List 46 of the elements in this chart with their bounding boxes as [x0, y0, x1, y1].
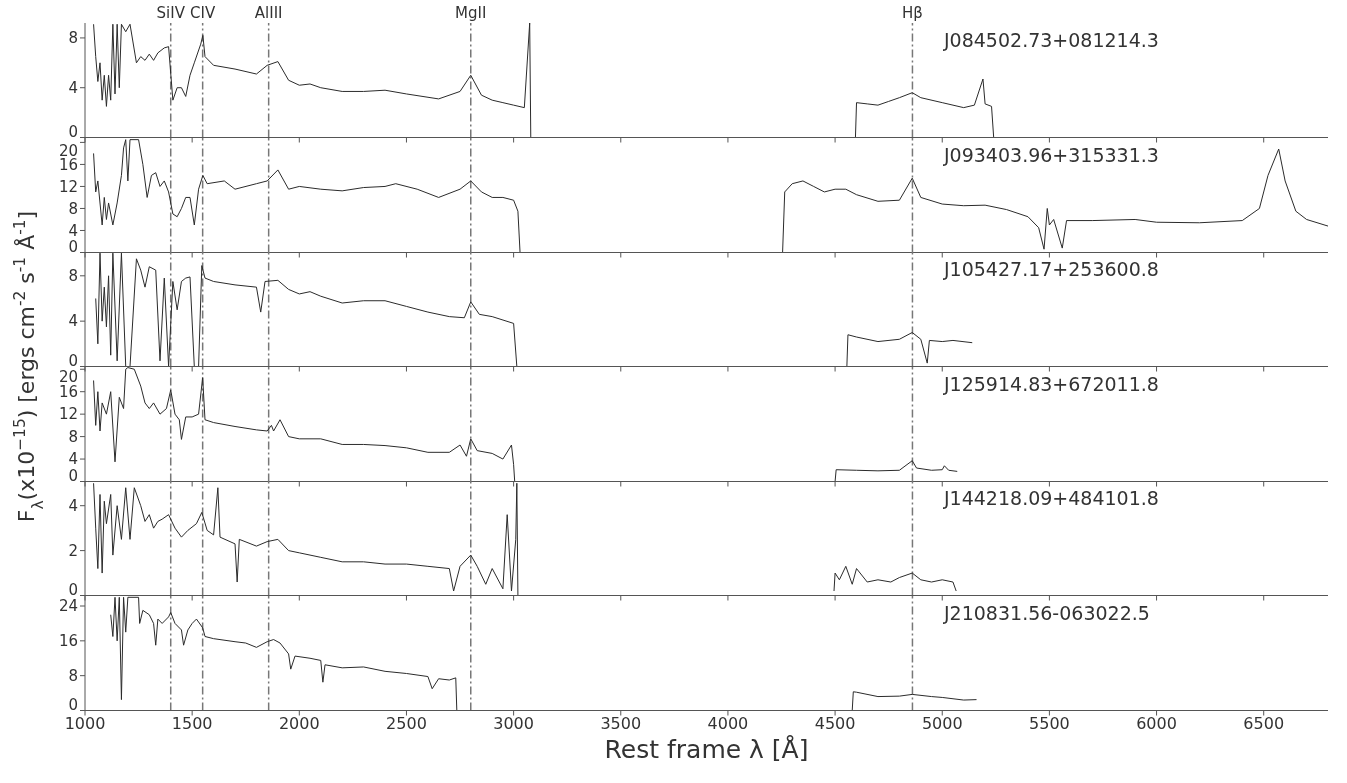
- y-tick-label: 16: [58, 155, 78, 174]
- y-tick-label: 12: [58, 177, 78, 196]
- y-tick-label: 12: [58, 404, 78, 423]
- x-tick-label: 5000: [921, 713, 963, 733]
- y-tick-label: 0: [68, 695, 78, 714]
- x-tick-label: 4000: [707, 713, 749, 733]
- x-axis-title: Rest frame λ [Å]: [603, 734, 810, 766]
- annotation: J084502.73+081214.3: [944, 29, 1159, 51]
- x-tick-label: 2500: [386, 713, 427, 733]
- x-tick-label: 5500: [1029, 713, 1070, 733]
- y-tick-label: 4: [68, 496, 78, 515]
- y-tick-label: 2: [68, 541, 78, 560]
- annotation: J144218.09+484101.8: [944, 487, 1159, 509]
- y-tick-label: 0: [68, 237, 78, 256]
- x-tick-label: 3000: [493, 713, 534, 733]
- y-tick-label: 4: [68, 312, 78, 331]
- x-tick-label: 3500: [600, 713, 642, 733]
- ref-line-label: AlIII: [254, 4, 283, 22]
- y-tick-label: 8: [68, 427, 78, 446]
- y-tick-label: 0: [68, 466, 78, 485]
- x-tick-label: 4500: [814, 713, 856, 733]
- annotation: J093403.96+315331.3: [944, 143, 1159, 166]
- x-tick-label: 6000: [1136, 713, 1177, 733]
- y-tick-label: 8: [68, 666, 78, 685]
- annotation: J125914.83+672011.8: [944, 372, 1159, 395]
- annotation: J210831.56-063022.5: [944, 601, 1150, 624]
- y-tick-label: 4: [68, 78, 78, 97]
- y-tick-label: 16: [58, 631, 78, 650]
- y-tick-label: 8: [68, 29, 78, 48]
- y-tick-label: 8: [68, 267, 78, 286]
- x-tick-label: 1000: [64, 713, 106, 733]
- x-tick-label: 2000: [278, 713, 320, 733]
- x-tick-label: 6500: [1243, 713, 1285, 733]
- y-tick-label: 4: [68, 221, 78, 240]
- annotation: J105427.17+253600.8: [944, 258, 1159, 280]
- x-tick-label: 1500: [171, 713, 213, 733]
- y-tick-label: 0: [68, 122, 78, 141]
- y-tick-label: 0: [68, 351, 78, 370]
- y-tick-label: 0: [68, 580, 78, 599]
- y-tick-label: 8: [68, 199, 78, 218]
- ref-line-label: MgII: [455, 4, 487, 22]
- y-tick-label: 4: [68, 449, 78, 468]
- ref-line-label: CIV: [190, 4, 216, 22]
- ref-line-label: SiIV: [156, 4, 186, 22]
- y-tick-label: 24: [58, 596, 78, 615]
- ref-line-label: Hβ: [902, 4, 923, 22]
